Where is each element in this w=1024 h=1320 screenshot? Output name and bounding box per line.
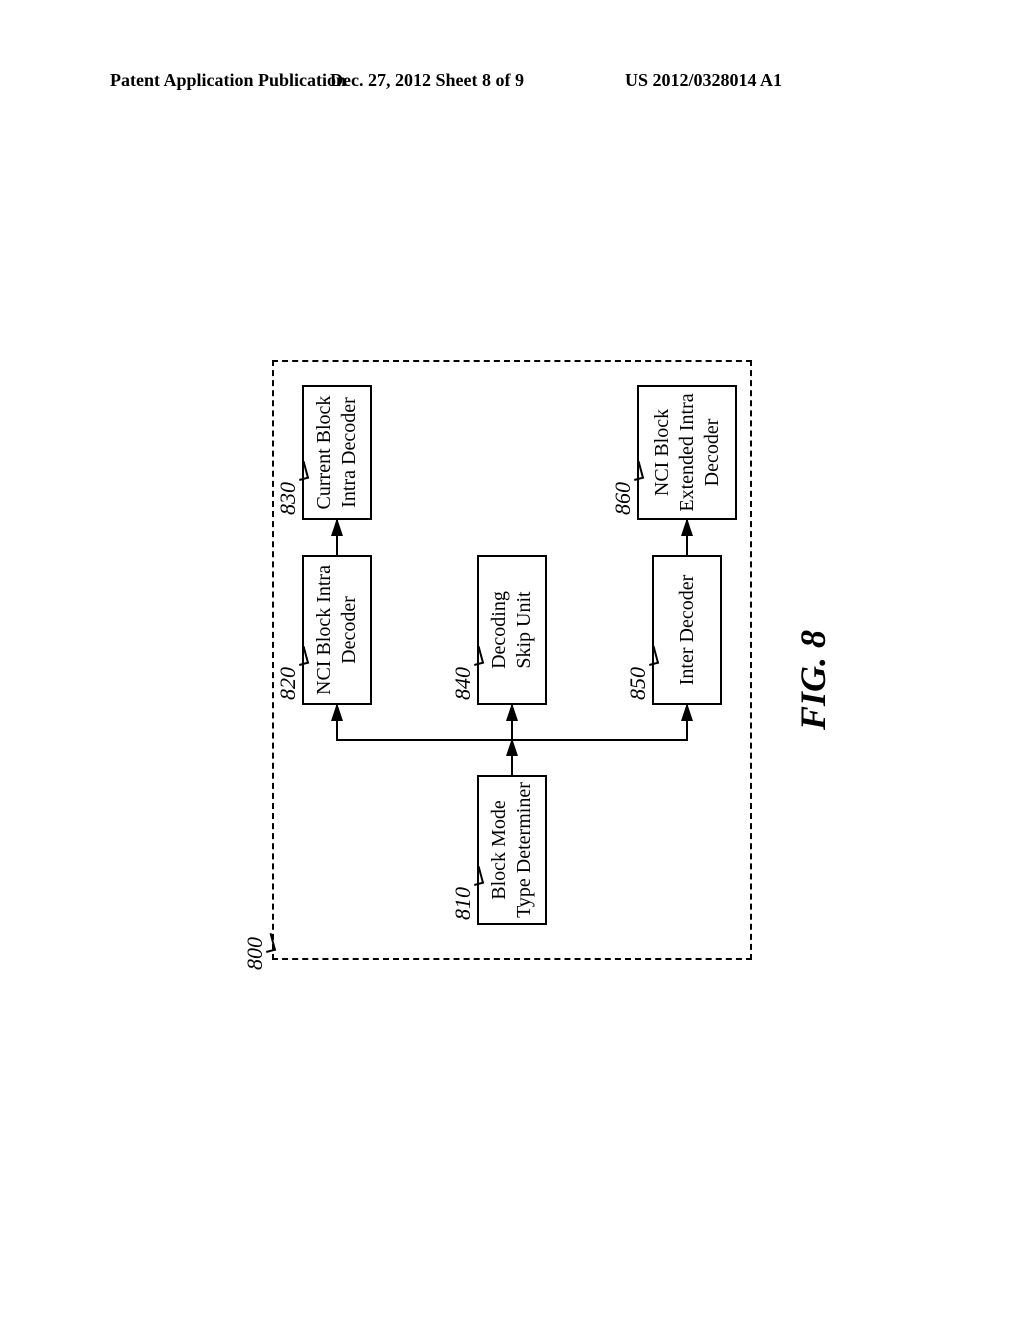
header-left: Patent Application Publication — [110, 70, 346, 91]
header-mid: Dec. 27, 2012 Sheet 8 of 9 — [330, 70, 524, 91]
figure-caption: FIG. 8 — [792, 630, 834, 730]
diagram-rotated-wrap: 800 Block ModeType Determiner NCI Block … — [232, 340, 792, 980]
header-right: US 2012/0328014 A1 — [625, 70, 782, 91]
arrows-layer — [232, 340, 792, 980]
diagram: 800 Block ModeType Determiner NCI Block … — [232, 340, 792, 980]
